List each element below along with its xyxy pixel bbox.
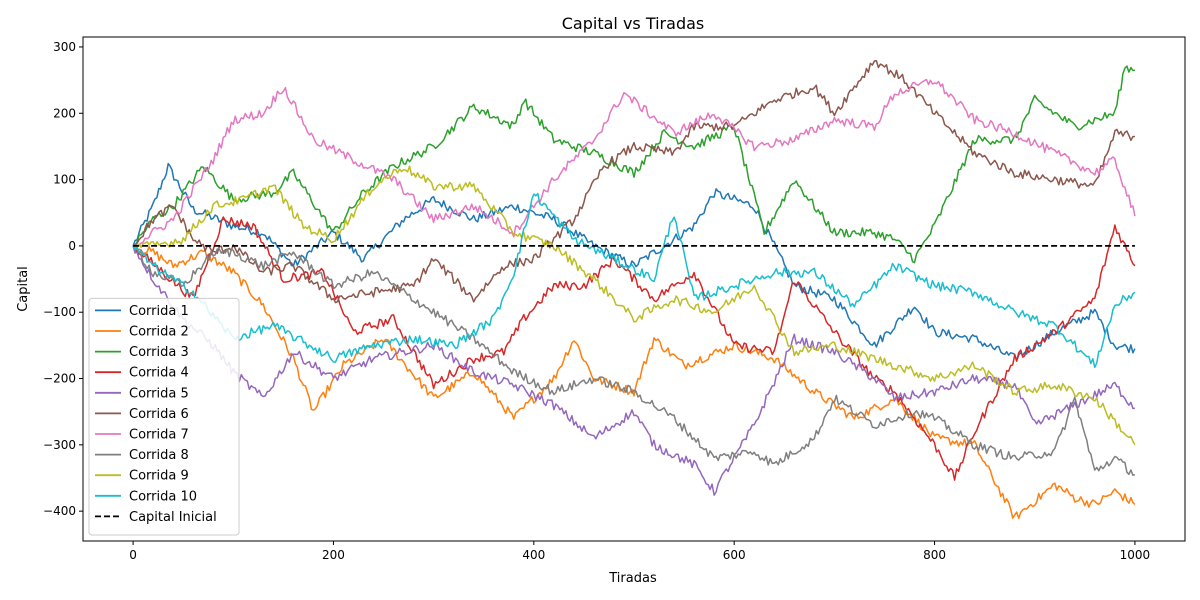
series-line-10 [132,192,1136,369]
series-layer [132,59,1136,519]
series-line-5 [132,245,1135,496]
y-tick-label: 300 [53,40,76,54]
x-axis-title: Tiradas [608,571,657,586]
y-tick-label: 200 [53,106,76,120]
series-line-6 [132,59,1135,304]
y-tick-label: −400 [43,504,76,518]
plot-frame [82,36,1186,542]
x-axis-ticks: 0 200 400 600 800 1000 [129,541,1150,562]
series-line-8 [132,244,1136,476]
legend-label: Corrida 5 [129,386,189,401]
legend-label: Corrida 2 [129,325,189,340]
series-line-7 [132,78,1136,247]
legend-label: Corrida 1 [129,304,189,319]
series-line-9 [132,165,1136,446]
y-tick-label: −300 [43,438,76,452]
y-tick-label: 100 [53,173,76,187]
series-line-4 [132,216,1136,481]
y-tick-label: −200 [43,372,76,386]
x-tick-label: 400 [522,548,545,562]
series-line-3 [133,65,1136,264]
y-axis-title: Capital [16,266,31,312]
legend-label: Corrida 7 [129,428,189,443]
legend-label: Corrida 10 [129,489,197,504]
x-tick-label: 200 [322,548,345,562]
legend-label: Corrida 4 [129,366,189,381]
series-line-1 [132,162,1136,362]
x-tick-label: 800 [923,548,946,562]
legend-label: Corrida 3 [129,345,189,360]
x-tick-label: 600 [723,548,746,562]
legend-label: Corrida 9 [129,469,189,484]
x-tick-label: 1000 [1120,548,1151,562]
legend-label: Corrida 8 [129,448,189,463]
legend-label: Corrida 6 [129,407,189,422]
legend-box [88,297,240,536]
legend-label: Capital Inicial [129,510,217,525]
y-tick-label: 0 [68,239,76,253]
x-tick-label: 0 [129,548,137,562]
y-tick-label: −100 [43,305,76,319]
y-axis-ticks: −400 −300 −200 −100 0 100 200 300 [43,40,83,518]
chart-title: Capital vs Tiradas [562,14,704,33]
legend: Corrida 1 Corrida 2 Corrida 3 Corrida 4 Corr… [88,297,240,536]
